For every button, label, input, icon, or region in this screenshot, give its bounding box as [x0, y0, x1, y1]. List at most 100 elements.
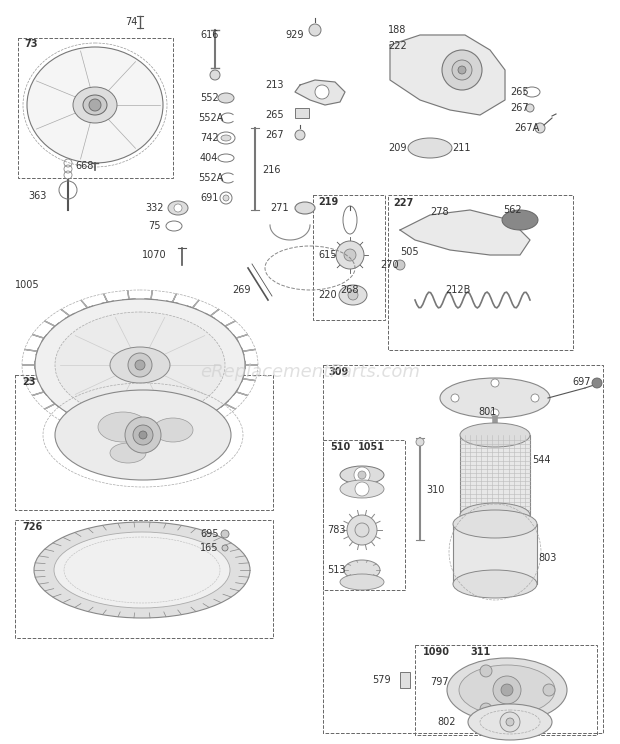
Polygon shape	[187, 420, 199, 430]
Ellipse shape	[295, 202, 315, 214]
Polygon shape	[32, 388, 47, 396]
Text: 579: 579	[372, 675, 391, 685]
Text: 1070: 1070	[142, 250, 167, 260]
Ellipse shape	[54, 532, 230, 608]
Ellipse shape	[440, 378, 550, 418]
Text: 552: 552	[200, 93, 219, 103]
Polygon shape	[45, 400, 59, 409]
Text: 332: 332	[145, 203, 164, 213]
Bar	[15, 520, 273, 638]
Polygon shape	[22, 361, 35, 369]
Circle shape	[348, 290, 358, 300]
Circle shape	[210, 70, 220, 80]
Text: 615: 615	[318, 250, 337, 260]
Ellipse shape	[447, 658, 567, 722]
Circle shape	[344, 249, 356, 261]
Text: 271: 271	[270, 203, 289, 213]
Circle shape	[221, 530, 229, 538]
Ellipse shape	[221, 135, 231, 141]
Text: 222: 222	[388, 41, 407, 51]
Circle shape	[128, 353, 152, 377]
Ellipse shape	[453, 570, 537, 598]
Ellipse shape	[344, 560, 380, 580]
Circle shape	[506, 718, 514, 726]
Ellipse shape	[83, 95, 107, 115]
Circle shape	[309, 24, 321, 36]
Text: 726: 726	[22, 522, 42, 532]
Ellipse shape	[453, 510, 537, 538]
Text: 265: 265	[510, 87, 529, 97]
Text: 510: 510	[330, 442, 350, 452]
Circle shape	[442, 50, 482, 90]
Circle shape	[295, 130, 305, 140]
Circle shape	[451, 394, 459, 402]
Polygon shape	[233, 334, 248, 342]
Bar	[460, 435, 530, 515]
Circle shape	[222, 545, 228, 551]
Text: 552A: 552A	[198, 173, 223, 183]
Circle shape	[223, 195, 229, 201]
Text: 691: 691	[200, 193, 218, 203]
Circle shape	[452, 60, 472, 80]
Polygon shape	[205, 310, 219, 319]
Text: 363: 363	[28, 191, 46, 201]
Polygon shape	[123, 290, 136, 300]
Text: 616: 616	[200, 30, 218, 40]
Text: 544: 544	[532, 455, 551, 465]
Bar	[313, 195, 385, 320]
Circle shape	[543, 684, 555, 696]
Polygon shape	[95, 62, 153, 105]
Circle shape	[526, 104, 534, 112]
Text: 270: 270	[380, 260, 399, 270]
Circle shape	[125, 417, 161, 453]
Ellipse shape	[340, 480, 384, 498]
Ellipse shape	[35, 299, 245, 431]
Polygon shape	[245, 361, 258, 369]
Text: 801: 801	[478, 407, 497, 417]
Bar	[400, 672, 410, 688]
Bar	[415, 645, 597, 735]
Ellipse shape	[339, 285, 367, 305]
Bar	[15, 375, 273, 510]
Text: 742: 742	[200, 133, 219, 143]
Circle shape	[458, 66, 466, 74]
Polygon shape	[61, 310, 75, 319]
Polygon shape	[221, 400, 236, 409]
Ellipse shape	[408, 138, 452, 158]
Text: 216: 216	[262, 165, 280, 175]
Circle shape	[480, 665, 492, 677]
Polygon shape	[81, 420, 94, 430]
Polygon shape	[390, 35, 505, 115]
Circle shape	[491, 409, 499, 417]
Circle shape	[395, 260, 405, 270]
Ellipse shape	[459, 665, 555, 715]
Polygon shape	[187, 300, 199, 310]
Polygon shape	[166, 294, 179, 304]
Text: 802: 802	[437, 717, 456, 727]
Text: 219: 219	[318, 197, 339, 207]
Text: 267A: 267A	[514, 123, 539, 133]
Text: 697: 697	[572, 377, 590, 387]
Ellipse shape	[98, 412, 148, 442]
Circle shape	[315, 85, 329, 99]
Ellipse shape	[110, 443, 146, 463]
Text: eReplacementParts.com: eReplacementParts.com	[200, 363, 420, 381]
Bar	[453, 524, 537, 584]
Text: 513: 513	[327, 565, 345, 575]
Polygon shape	[32, 334, 47, 342]
Polygon shape	[37, 62, 95, 105]
Text: 311: 311	[470, 647, 490, 657]
Text: 74: 74	[125, 17, 138, 27]
Polygon shape	[101, 294, 114, 304]
Ellipse shape	[340, 574, 384, 590]
Polygon shape	[81, 51, 108, 105]
Ellipse shape	[347, 515, 377, 545]
Circle shape	[535, 123, 545, 133]
Polygon shape	[400, 210, 530, 255]
Bar	[18, 38, 173, 178]
Text: 209: 209	[388, 143, 407, 153]
Circle shape	[133, 425, 153, 445]
Circle shape	[135, 360, 145, 370]
Ellipse shape	[502, 210, 538, 230]
Text: 695: 695	[200, 529, 218, 539]
